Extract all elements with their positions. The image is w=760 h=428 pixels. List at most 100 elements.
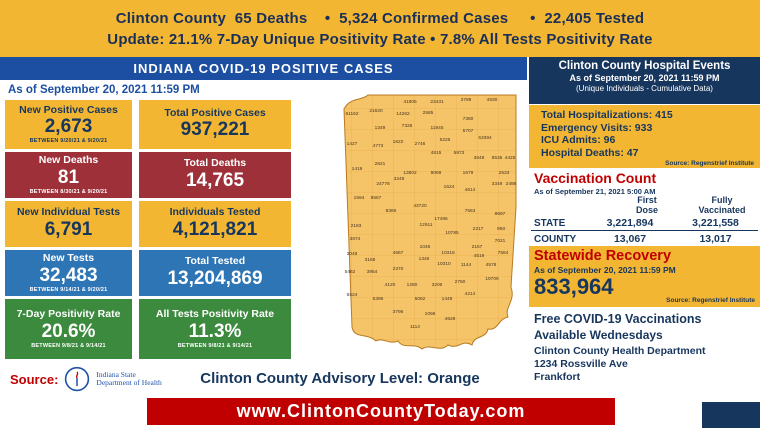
statewide-recovery-panel: Statewide Recovery As of September 20, 2… — [529, 246, 760, 307]
card-note: BETWEEN 9/8/21 & 9/14/21 — [177, 342, 253, 349]
hospital-title: Clinton County Hospital Events — [558, 60, 731, 72]
card-value: 11.3% — [188, 320, 242, 342]
county-case-count: 19709 — [485, 276, 499, 282]
county-case-count: 3648 — [474, 155, 485, 161]
county-case-count: 8567 — [371, 195, 382, 201]
health-department-address: Clinton County Health Department 1234 Ro… — [529, 345, 760, 384]
county-case-count: 61162 — [346, 111, 359, 117]
county-case-count: 1594 — [354, 195, 365, 201]
county-case-count: 8535 — [492, 155, 503, 161]
website-url[interactable]: www.ClintonCountyToday.com — [236, 401, 526, 421]
county-case-count: 4614 — [465, 187, 476, 193]
stat-value: 47 — [626, 146, 639, 159]
free-vaccinations: Free COVID-19 Vaccinations Available Wed… — [529, 312, 760, 342]
county-case-count: 2533 — [499, 170, 510, 176]
county-case-count: 2317 — [473, 226, 484, 232]
free-vax-line1: Free COVID-19 Vaccinations — [534, 312, 702, 326]
county-case-count: 2746 — [415, 141, 426, 147]
health-dept-city: Frankfort — [534, 371, 581, 383]
county-case-count: 2498 — [506, 181, 517, 187]
county-case-count: 2821 — [375, 161, 386, 167]
card-title: Total Positive Cases — [164, 106, 266, 119]
hospital-events-header: Clinton County Hospital Events As of Sep… — [529, 57, 760, 104]
county-case-count: 1096 — [425, 311, 436, 317]
county-case-count: 12911 — [420, 222, 433, 228]
county-case-count: 3674 — [350, 236, 361, 242]
card-value: 32,483 — [39, 264, 98, 286]
stat-icu-admits: ICU Admits: 96 — [541, 134, 754, 147]
card-title: 7-Day Positivity Rate — [16, 308, 121, 321]
as-of-date: As of September 20, 2021 11:59 PM — [8, 84, 200, 96]
card-value: 13,204,869 — [167, 267, 263, 289]
county-case-count: 6524 — [347, 292, 358, 298]
county-case-count: 3206 — [432, 282, 443, 288]
source-label: Source: — [10, 371, 59, 387]
vaccination-panel: Vaccination Count As of September 21, 20… — [529, 168, 760, 246]
county-case-count: 2370 — [393, 266, 404, 272]
county-case-count: 1624 — [444, 184, 455, 190]
county-case-count: 1346 — [419, 256, 430, 262]
card-new-tests: New Tests 32,483 BETWEEN 9/14/21 & 9/20/… — [5, 250, 132, 296]
county-case-count: 1114 — [410, 324, 420, 330]
card-title: New Individual Tests — [16, 206, 121, 219]
county-case-count: 1046 — [420, 244, 431, 250]
county-case-count: 43720 — [413, 203, 427, 209]
card-note: BETWEEN 9/8/21 & 9/14/21 — [31, 342, 106, 349]
card-value: 81 — [57, 166, 80, 188]
county-case-count: 10785 — [445, 230, 459, 236]
card-note: BETWEEN 9/14/21 & 9/20/21 — [29, 286, 108, 293]
county-case-count: 4578 — [486, 262, 497, 268]
county-case-count: 4628 — [445, 316, 456, 322]
county-case-count: 7326 — [402, 123, 413, 129]
county-case-count: 4667 — [393, 250, 404, 256]
county-case-count: 1679 — [463, 170, 474, 176]
county-case-count: 7563 — [465, 208, 476, 214]
section-title: INDIANA COVID-19 POSITIVE CASES — [0, 57, 527, 80]
stat-hospitalizations: Total Hospitalizations: 415 — [541, 109, 754, 122]
advisory-level: Clinton County Advisory Level: Orange — [200, 370, 480, 387]
card-value: 4,121,821 — [172, 218, 258, 240]
card-all-tests-positivity-rate: All Tests Positivity Rate 11.3% BETWEEN … — [139, 299, 291, 359]
county-case-count: 1419 — [352, 166, 363, 172]
vaccination-as-of: As of September 21, 2021 5:00 AM — [534, 187, 656, 196]
top-banner: Clinton County 65 Deaths • 5,324 Confirm… — [0, 0, 760, 57]
county-case-count: 2157 — [472, 244, 483, 250]
card-7day-positivity-rate: 7-Day Positivity Rate 20.6% BETWEEN 9/8/… — [5, 299, 132, 359]
website-link[interactable]: www.ClintonCountyToday.com — [147, 398, 615, 425]
column-header-fully-vaccinated: Fully Vaccinated — [698, 195, 746, 215]
county-case-count: 1280 — [407, 282, 418, 288]
card-title: New Positive Cases — [19, 103, 118, 116]
hospital-note: (Unique Individuals - Cumulative Data) — [576, 84, 713, 93]
county-case-count: 4519 — [474, 253, 485, 259]
hospital-source: Source: Regenstrief Institute — [665, 160, 754, 167]
county-case-count: 7584 — [498, 250, 509, 256]
county-case-count: 10318 — [441, 250, 455, 256]
recovery-value: 833,964 — [534, 274, 614, 299]
card-value: 14,765 — [185, 169, 245, 191]
recovery-as-of: As of September 20, 2021 11:59 PM — [534, 265, 676, 275]
banner-stats-line: Clinton County 65 Deaths • 5,324 Confirm… — [115, 9, 645, 27]
county-case-count: 53394 — [478, 135, 492, 141]
state-fully-vaccinated: 3,221,558 — [692, 217, 739, 229]
source-attribution: Source: Indiana State Department of Heal… — [10, 366, 162, 392]
county-case-count: 1427 — [347, 141, 358, 147]
stat-label: Hospital Deaths: — [541, 146, 624, 159]
isdh-org-line2: Department of Health — [96, 378, 162, 387]
banner-update-line: Update: 21.1% 7-Day Unique Positivity Ra… — [107, 30, 653, 48]
card-individuals-tested: Individuals Tested 4,121,821 — [139, 201, 291, 247]
table-row-state: STATE 3,221,894 3,221,558 — [531, 216, 758, 231]
stat-value: 933 — [634, 121, 653, 134]
free-vax-line2: Available Wednesdays — [534, 328, 663, 342]
stat-label: ICU Admits: — [541, 134, 601, 146]
county-case-count: 5226 — [440, 137, 451, 143]
card-note: BETWEEN 9/20/21 & 9/20/21 — [29, 138, 108, 145]
stat-label: Emergency Visits: — [541, 121, 632, 134]
card-title: Total Deaths — [183, 157, 247, 170]
stat-value: 96 — [603, 134, 616, 146]
county-case-count: 4214 — [465, 291, 476, 297]
indiana-county-map: 41805 23431 3789 4930 61162 21620 14262 2585 134… — [330, 87, 536, 369]
row-label: COUNTY — [534, 233, 577, 245]
county-case-count: 5396 — [373, 296, 384, 302]
county-fully-vaccinated: 13,017 — [699, 233, 732, 245]
